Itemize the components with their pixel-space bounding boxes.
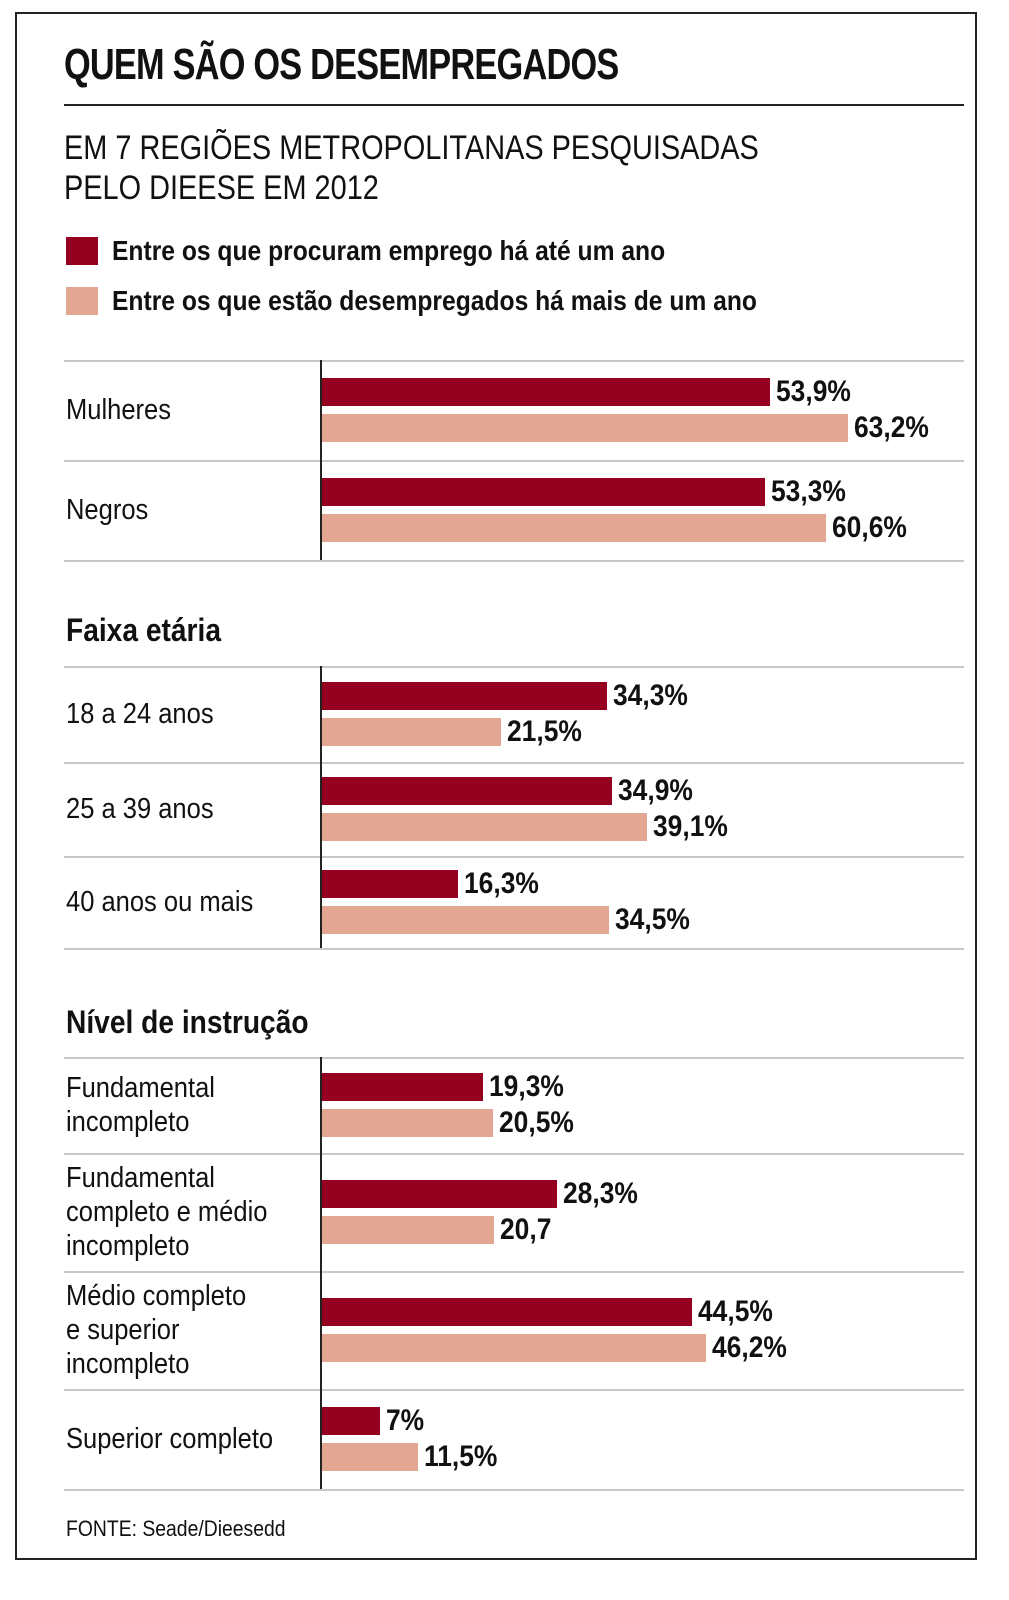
category-axis (320, 360, 322, 560)
section-heading: Nível de instrução (66, 1004, 309, 1040)
chart-subtitle: EM 7 REGIÕES METROPOLITANAS PESQUISADAS … (64, 128, 759, 208)
bar-series-2 (322, 1216, 495, 1244)
row-label: Fundamental completo e médio incompleto (66, 1162, 268, 1262)
bar-value-label: 63,2% (853, 411, 929, 444)
row-divider (64, 762, 964, 764)
section-heading: Faixa etária (66, 612, 221, 648)
bar-series-1 (322, 378, 771, 406)
bar-series-1 (322, 682, 608, 710)
bar-series-2 (322, 514, 827, 542)
legend-swatch-series-2 (66, 287, 98, 315)
title-divider (64, 104, 964, 106)
bar-value-label: 53,9% (776, 375, 852, 408)
bar-series-1 (322, 1298, 693, 1326)
bar-series-2 (322, 1334, 707, 1362)
category-axis (320, 1057, 322, 1489)
bar-value-label: 46,2% (712, 1331, 788, 1364)
row-label: Fundamental incompleto (66, 1072, 215, 1138)
row-divider (64, 1271, 964, 1273)
category-axis (320, 666, 322, 948)
row-divider (64, 856, 964, 858)
row-label: 18 a 24 anos (66, 698, 214, 730)
row-label: Negros (66, 494, 149, 526)
bar-series-1 (322, 1073, 483, 1101)
bar-series-2 (322, 906, 610, 934)
chart-frame (15, 12, 977, 1560)
bar-series-1 (322, 478, 766, 506)
bar-value-label: 34,3% (613, 679, 689, 712)
row-divider (64, 460, 964, 462)
bar-value-label: 21,5% (506, 715, 582, 748)
bar-value-label: 34,5% (615, 903, 690, 936)
bar-series-2 (322, 718, 501, 746)
subtitle-line-1: EM 7 REGIÕES METROPOLITANAS PESQUISADAS (64, 129, 759, 167)
bar-value-label: 34,9% (618, 774, 694, 807)
bar-series-1 (322, 1407, 381, 1435)
bar-value-label: 16,3% (463, 867, 539, 900)
row-label: Mulheres (66, 394, 171, 426)
row-divider (64, 1489, 964, 1491)
row-label: 25 a 39 anos (66, 793, 214, 825)
bar-value-label: 44,5% (698, 1295, 774, 1328)
bar-series-2 (322, 1109, 493, 1137)
bar-value-label: 53,3% (771, 475, 847, 508)
bar-value-label: 19,3% (488, 1070, 564, 1103)
row-divider (64, 1389, 964, 1391)
bar-series-1 (322, 870, 458, 898)
bar-value-label: 7% (386, 1404, 425, 1437)
source-note: FONTE: Seade/Dieesedd (66, 1516, 286, 1541)
row-label: Médio completo e superior incompleto (66, 1280, 247, 1380)
bar-value-label: 28,3% (563, 1177, 639, 1210)
row-divider (64, 666, 964, 668)
row-divider (64, 1057, 964, 1059)
subtitle-line-2: PELO DIEESE EM 2012 (64, 169, 379, 207)
bar-value-label: 11,5% (423, 1440, 498, 1473)
legend-item-series-1: Entre os que procuram emprego há até um … (66, 235, 741, 266)
bar-value-label: 20,5% (498, 1106, 574, 1139)
bar-series-2 (322, 1443, 418, 1471)
legend-item-series-2: Entre os que estão desempregados há mais… (66, 285, 845, 316)
row-label: 40 anos ou mais (66, 886, 254, 918)
row-label: Superior completo (66, 1423, 274, 1455)
bar-series-1 (322, 1180, 558, 1208)
bar-series-2 (322, 414, 848, 442)
legend-label-series-1: Entre os que procuram emprego há até um … (112, 235, 666, 266)
row-divider (64, 560, 964, 562)
row-divider (64, 948, 964, 950)
row-divider (64, 1153, 964, 1155)
bar-value-label: 20,7 (500, 1213, 552, 1246)
bar-value-label: 60,6% (832, 511, 908, 544)
legend-label-series-2: Entre os que estão desempregados há mais… (112, 285, 757, 316)
chart-title: QUEM SÃO OS DESEMPREGADOS (64, 40, 619, 89)
bar-value-label: 39,1% (653, 810, 729, 843)
legend-swatch-series-1 (66, 237, 98, 265)
bar-series-2 (322, 813, 648, 841)
bar-series-1 (322, 777, 613, 805)
row-divider (64, 360, 964, 362)
